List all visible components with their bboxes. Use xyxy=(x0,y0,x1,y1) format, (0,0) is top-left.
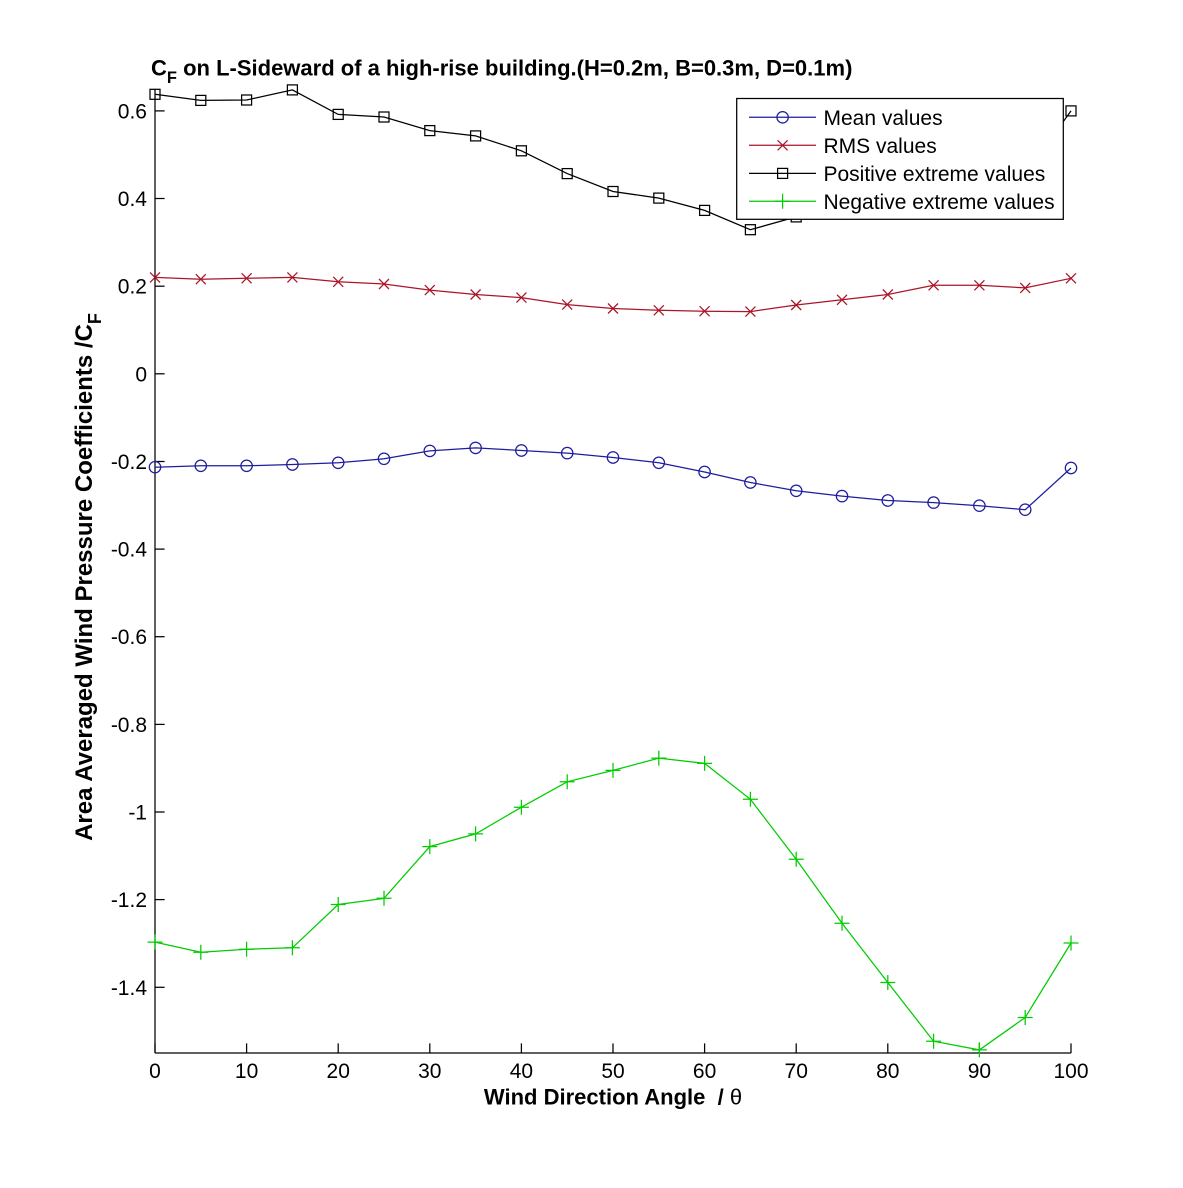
svg-text:-0.2: -0.2 xyxy=(111,451,147,474)
svg-text:-0.8: -0.8 xyxy=(111,714,147,737)
svg-text:100: 100 xyxy=(1053,1060,1088,1083)
svg-text:70: 70 xyxy=(785,1060,808,1083)
svg-text:0.2: 0.2 xyxy=(118,276,147,299)
svg-text:-1: -1 xyxy=(128,802,147,825)
svg-text:Negative extreme values: Negative extreme values xyxy=(824,191,1055,214)
svg-text:40: 40 xyxy=(510,1060,533,1083)
svg-text:10: 10 xyxy=(235,1060,258,1083)
svg-text:-1.4: -1.4 xyxy=(111,977,148,1000)
svg-text:-1.2: -1.2 xyxy=(111,889,147,912)
svg-text:0: 0 xyxy=(135,363,147,386)
svg-text:-0.4: -0.4 xyxy=(111,539,148,562)
svg-text:RMS values: RMS values xyxy=(824,135,937,158)
svg-text:0.4: 0.4 xyxy=(118,188,148,211)
svg-text:50: 50 xyxy=(601,1060,624,1083)
svg-text:90: 90 xyxy=(968,1060,991,1083)
svg-text:0: 0 xyxy=(149,1060,161,1083)
svg-text:20: 20 xyxy=(327,1060,350,1083)
svg-text:80: 80 xyxy=(876,1060,899,1083)
svg-text:0.6: 0.6 xyxy=(118,100,147,123)
svg-text:60: 60 xyxy=(693,1060,716,1083)
svg-text:Mean values: Mean values xyxy=(824,107,943,130)
svg-text:-0.6: -0.6 xyxy=(111,626,147,649)
svg-text:Positive extreme values: Positive extreme values xyxy=(824,163,1046,186)
svg-text:Wind Direction Angle / θ: Wind Direction Angle / θ xyxy=(484,1085,742,1110)
svg-text:30: 30 xyxy=(418,1060,441,1083)
